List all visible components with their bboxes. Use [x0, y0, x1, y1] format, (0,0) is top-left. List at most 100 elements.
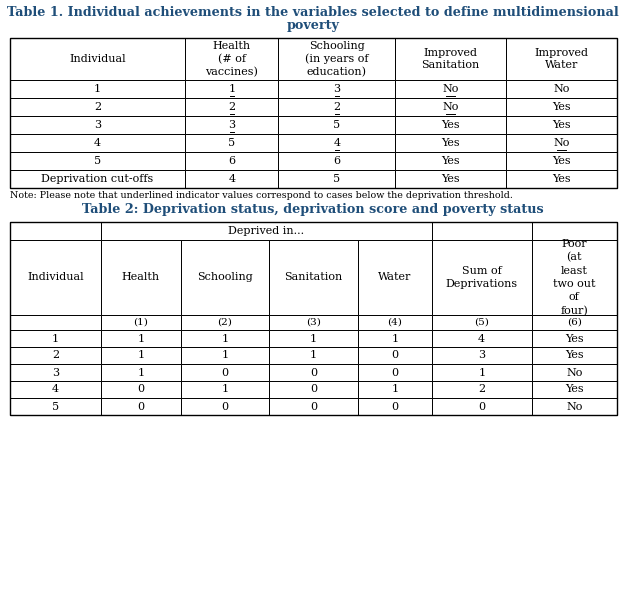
- Bar: [10, 152, 185, 170]
- Text: Yes: Yes: [441, 138, 460, 148]
- Text: Improved
Water: Improved Water: [535, 48, 589, 70]
- Text: Yes: Yes: [552, 102, 571, 112]
- Bar: [181, 364, 269, 381]
- Bar: [10, 381, 101, 398]
- Bar: [10, 80, 185, 98]
- Text: (5): (5): [474, 318, 489, 327]
- Text: 5: 5: [334, 120, 340, 130]
- Bar: [506, 134, 617, 152]
- Bar: [10, 330, 101, 347]
- Bar: [269, 364, 358, 381]
- Text: (2): (2): [218, 318, 232, 327]
- Text: 2: 2: [228, 102, 235, 112]
- Text: No: No: [443, 102, 459, 112]
- Bar: [10, 98, 185, 116]
- Bar: [506, 38, 617, 80]
- Text: 4: 4: [52, 384, 59, 395]
- Text: (4): (4): [387, 318, 402, 327]
- Bar: [185, 134, 278, 152]
- Text: 0: 0: [221, 402, 228, 411]
- Bar: [395, 98, 506, 116]
- Text: Schooling: Schooling: [197, 273, 253, 283]
- Text: Yes: Yes: [441, 120, 460, 130]
- Text: Schooling
(in years of
education): Schooling (in years of education): [305, 41, 369, 77]
- Text: 0: 0: [310, 368, 317, 378]
- Text: 4: 4: [334, 138, 340, 148]
- Bar: [269, 398, 358, 415]
- Text: Yes: Yes: [565, 333, 584, 343]
- Bar: [10, 398, 101, 415]
- Bar: [269, 330, 358, 347]
- Text: No: No: [566, 368, 582, 378]
- Bar: [10, 364, 101, 381]
- Text: No: No: [554, 138, 570, 148]
- Bar: [10, 38, 185, 80]
- Bar: [10, 222, 617, 240]
- Text: 1: 1: [478, 368, 485, 378]
- Bar: [10, 116, 185, 134]
- Text: 0: 0: [391, 402, 398, 411]
- Text: Table 1. Individual achievements in the variables selected to define multidimens: Table 1. Individual achievements in the …: [7, 7, 619, 20]
- Bar: [395, 116, 506, 134]
- Bar: [358, 364, 432, 381]
- Text: 1: 1: [52, 333, 59, 343]
- Bar: [506, 98, 617, 116]
- Bar: [395, 152, 506, 170]
- Bar: [278, 116, 395, 134]
- Bar: [10, 315, 101, 330]
- Text: Deprivation cut-offs: Deprivation cut-offs: [41, 174, 154, 184]
- Text: 6: 6: [334, 156, 340, 166]
- Bar: [101, 315, 181, 330]
- Text: Yes: Yes: [565, 351, 584, 360]
- Text: 0: 0: [221, 368, 228, 378]
- Text: 4: 4: [228, 174, 235, 184]
- Bar: [432, 381, 532, 398]
- Text: No: No: [566, 402, 582, 411]
- Bar: [10, 222, 617, 415]
- Bar: [532, 398, 617, 415]
- Text: 1: 1: [137, 368, 144, 378]
- Bar: [432, 240, 532, 315]
- Text: 1: 1: [137, 333, 144, 343]
- Text: 3: 3: [478, 351, 485, 360]
- Text: 0: 0: [391, 351, 398, 360]
- Bar: [532, 364, 617, 381]
- Bar: [185, 80, 278, 98]
- Bar: [269, 315, 358, 330]
- Text: 1: 1: [228, 84, 235, 94]
- Bar: [181, 398, 269, 415]
- Bar: [269, 240, 358, 315]
- Text: 0: 0: [310, 402, 317, 411]
- Text: 3: 3: [52, 368, 59, 378]
- Bar: [269, 381, 358, 398]
- Bar: [10, 170, 185, 188]
- Bar: [432, 398, 532, 415]
- Text: Poor
(at
least
two out
of
four): Poor (at least two out of four): [553, 239, 596, 316]
- Bar: [532, 381, 617, 398]
- Bar: [101, 364, 181, 381]
- Text: 6: 6: [228, 156, 235, 166]
- Bar: [10, 240, 101, 315]
- Bar: [532, 240, 617, 315]
- Bar: [358, 347, 432, 364]
- Text: Sum of
Deprivations: Sum of Deprivations: [446, 266, 518, 289]
- Text: Yes: Yes: [565, 384, 584, 395]
- Text: 0: 0: [310, 384, 317, 395]
- Text: 1: 1: [391, 333, 398, 343]
- Bar: [278, 170, 395, 188]
- Text: 1: 1: [221, 351, 228, 360]
- Bar: [101, 222, 432, 240]
- Bar: [358, 240, 432, 315]
- Text: Health: Health: [122, 273, 160, 283]
- Bar: [432, 347, 532, 364]
- Text: Table 2: Deprivation status, deprivation score and poverty status: Table 2: Deprivation status, deprivation…: [82, 204, 544, 216]
- Bar: [358, 398, 432, 415]
- Text: 0: 0: [137, 384, 144, 395]
- Text: Yes: Yes: [441, 174, 460, 184]
- Bar: [181, 330, 269, 347]
- Text: Yes: Yes: [552, 174, 571, 184]
- Bar: [101, 347, 181, 364]
- Bar: [181, 381, 269, 398]
- Text: No: No: [554, 84, 570, 94]
- Text: 5: 5: [52, 402, 59, 411]
